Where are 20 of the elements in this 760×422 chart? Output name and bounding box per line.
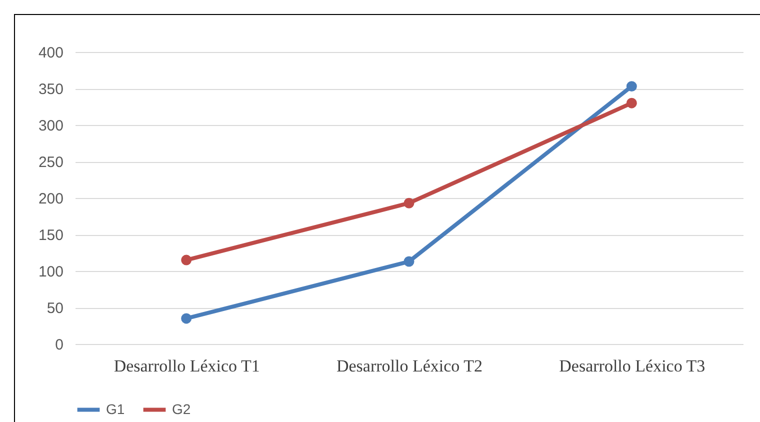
y-tick-label: 0 [55, 336, 64, 354]
point [404, 198, 414, 208]
legend-label: G2 [172, 400, 191, 417]
x-tick-label: Desarrollo Léxico T3 [559, 356, 706, 376]
point [181, 313, 192, 324]
x-tick-label: Desarrollo Léxico T1 [114, 356, 260, 376]
y-tick-label: 50 [46, 300, 64, 317]
x-tick-label: Desarrollo Léxico T2 [336, 356, 483, 376]
y-tick-label: 150 [38, 227, 64, 244]
y-tick-label: 250 [38, 154, 64, 171]
legend-label: G1 [106, 400, 125, 417]
y-tick-label: 400 [38, 44, 64, 62]
y-tick-label: 100 [38, 264, 64, 280]
point [181, 254, 192, 266]
point [626, 98, 637, 108]
point [404, 256, 414, 267]
y-tick-label: 200 [38, 190, 64, 208]
point [626, 81, 637, 92]
y-tick-label: 350 [38, 81, 64, 98]
y-tick-label: 300 [38, 118, 64, 134]
